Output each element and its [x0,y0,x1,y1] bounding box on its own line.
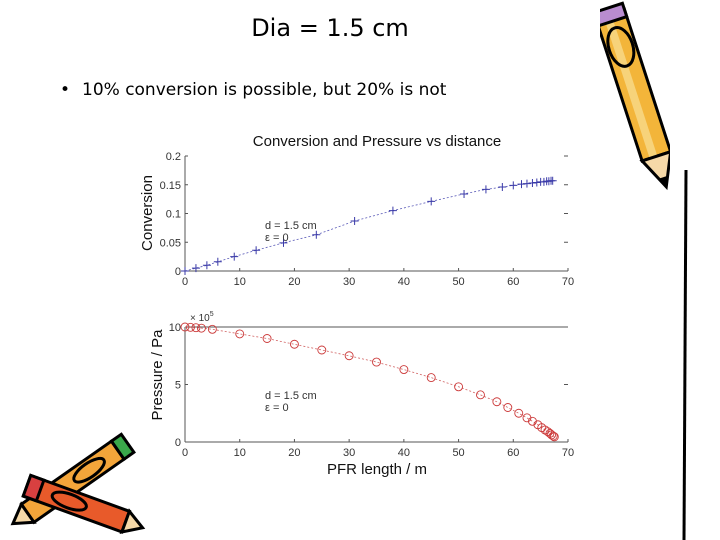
right-edge-stroke [682,170,688,540]
conversion-x-tick-label: 20 [288,276,300,288]
conversion-x-tick-label: 10 [234,276,246,288]
bullet-text: 10% conversion is possible, but 20% is n… [82,80,447,100]
pressure-data-point [262,334,272,343]
conversion-data-point [181,267,189,275]
conversion-y-tick-label: 0 [175,266,181,278]
pressure-data-point [514,408,524,418]
conversion-data-point [312,230,321,239]
conversion-data-point [498,183,507,192]
conversion-y-tick-label: 0.15 [160,180,181,192]
conversion-data-point [548,176,557,185]
bullet-point: • 10% conversion is possible, but 20% is … [60,80,446,100]
conversion-curve [184,180,553,272]
pressure-data-point [476,390,485,400]
conversion-data-point [427,197,436,206]
pressure-x-tick-label: 30 [343,447,355,459]
lower-annotation-epsilon: ε = 0 [265,402,289,414]
pressure-data-point [289,339,299,349]
conversion-data-point [350,216,359,225]
conversion-x-tick-label: 50 [452,276,464,288]
lower-y-multiplier-exp: 5 [210,311,214,318]
pressure-y-tick-label: 10 [169,322,181,334]
pencil-icon [600,1,670,191]
upper-annotation-epsilon: ε = 0 [265,232,289,244]
conversion-data-point [481,185,490,194]
conversion-data-point [532,178,541,187]
conversion-data-point [388,206,397,215]
pressure-x-tick-label: 40 [398,447,410,459]
pressure-data-point [372,357,381,367]
pressure-data-point [547,430,557,440]
pressure-data-point [196,323,206,333]
pressure-data-point [344,351,354,361]
pressure-data-point [549,432,559,442]
conversion-y-tick-label: 0.2 [166,151,181,163]
conversion-x-tick-label: 30 [343,276,355,288]
pressure-data-point [492,397,502,407]
conversion-data-point [252,246,261,255]
conversion-x-tick-label: 60 [507,276,519,288]
pressure-data-point [191,323,201,333]
pressure-x-tick-label: 50 [452,447,464,459]
lower-annotation-diameter: d = 1.5 cm [265,390,317,402]
conversion-x-tick-label: 40 [398,276,410,288]
lower-y-multiplier: × 105 [190,311,214,324]
pressure-x-tick-label: 60 [507,447,519,459]
pressure-y-tick-label: 0 [175,437,181,449]
lower-x-axis-label: PFR length / m [327,461,427,478]
conversion-data-point [544,177,553,186]
lower-y-axis-label: Pressure / Pa [149,329,166,421]
pressure-data-point [207,324,217,334]
conversion-data-point [509,181,518,190]
pressure-curve [184,326,555,438]
conversion-y-tick-label: 0.1 [166,209,181,221]
pressure-data-point [503,403,513,412]
pressure-data-point [235,329,245,339]
chart-title: Conversion and Pressure vs distance [253,133,501,150]
pressure-data-point [317,345,327,355]
upper-annotation-diameter: d = 1.5 cm [265,220,317,232]
pressure-data-point [540,425,550,435]
conversion-data-point [460,189,469,198]
conversion-data-point [522,179,531,188]
pressure-x-tick-label: 10 [234,447,246,459]
pressure-data-point [426,373,436,383]
pressure-data-point [180,322,190,332]
conversion-data-point [517,180,526,189]
pressure-x-tick-label: 70 [562,447,574,459]
slide-title: Dia = 1.5 cm [251,14,409,42]
conversion-x-tick-label: 0 [182,276,188,288]
conversion-data-point [191,264,200,273]
conversion-data-point [202,261,211,270]
pressure-data-point [454,382,464,392]
conversion-data-point [528,179,537,188]
pressure-data-point [548,431,558,441]
conversion-y-tick-label: 0.05 [160,237,181,249]
pressure-data-point [399,365,409,374]
conversion-data-point [230,252,239,261]
upper-y-axis-label: Conversion [139,175,156,251]
pressure-x-tick-label: 0 [182,447,188,459]
pressure-x-tick-label: 20 [288,447,300,459]
pencils-icon [10,432,146,534]
conversion-data-point [279,238,288,247]
conversion-x-tick-label: 70 [562,276,574,288]
pressure-data-point [186,322,195,332]
pressure-y-tick-label: 5 [175,380,181,392]
lower-y-multiplier-base: × 10 [190,313,210,324]
conversion-data-point [213,257,222,266]
bullet-symbol: • [60,80,71,100]
